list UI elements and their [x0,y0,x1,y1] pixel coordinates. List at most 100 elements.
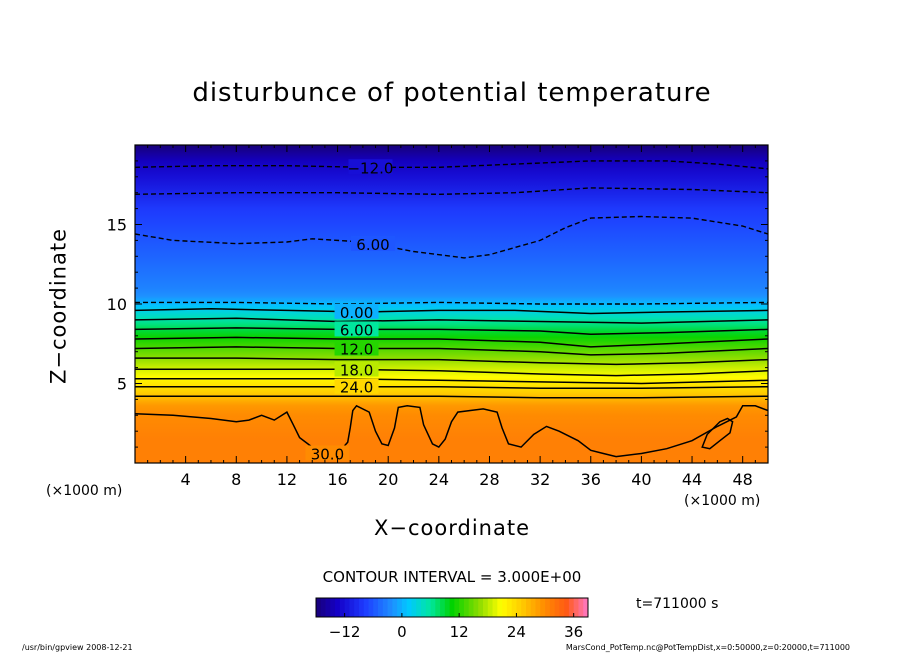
y-tick-label-5: 5 [117,375,127,394]
x-tick-label-44: 44 [682,470,702,489]
colorbar-cell [373,598,379,617]
colorbar-cell [497,598,503,617]
x-tick-label-28: 28 [479,470,499,489]
x-tick-label-24: 24 [429,470,449,489]
colorbar-cell [463,598,470,617]
colorbar-cell [387,598,393,617]
colorbar-frame [315,597,589,618]
colorbar-cell [459,598,465,617]
y-tick-label-15: 15 [107,216,127,235]
colorbar-cell [325,598,331,617]
colorbar-cell [449,598,455,617]
x-tick-label-8: 8 [231,470,241,489]
colorbar: −12 0 12 24 36 [315,597,589,641]
footer-source: MarsCond_PotTemp.nc@PotTempDist,x=0:5000… [565,643,850,652]
colorbar-cell [530,598,536,617]
contour-label-bg-10 [334,361,379,377]
x-tick-label-20: 20 [378,470,398,489]
colorbar-cell [511,598,517,617]
colorbar-cell [406,598,412,617]
x-tick-label-12: 12 [277,470,297,489]
time-label: t=711000 s [636,596,719,612]
contour-label-2: 6.00 [356,236,389,254]
contour-line-14 [135,404,768,458]
colorbar-cell [578,598,584,617]
colorbar-cell [425,598,431,617]
colorbar-cell [564,598,570,617]
colorbar-cell [468,598,474,617]
colorbar-tick-label--12: −12 [329,623,361,641]
contour-line-10 [135,368,768,377]
colorbar-cell [320,598,326,617]
contour-line-5 [135,317,768,324]
x-axis-unit-right: (×1000 m) [684,493,761,509]
contour-line-3 [135,301,768,305]
contour-line-4 [135,308,768,315]
colorbar-cell [358,598,365,617]
contour-label-bg-6 [334,321,379,337]
colorbar-tick-label-36: 36 [564,623,583,641]
colorbar-tick-label-0: 0 [397,623,407,641]
contour-label-14: 30.0 [311,445,344,463]
contour-label-8: 12.0 [340,341,373,359]
colorbar-cell [573,598,579,617]
colorbar-cell [487,598,493,617]
x-tick-label-40: 40 [631,470,651,489]
contour-line-13 [135,395,768,399]
colorbar-cell [454,598,460,617]
contour-line-8 [135,346,768,356]
colorbar-cell [330,598,336,617]
colorbar-cell [392,598,398,617]
field-fill [135,145,768,463]
colorbar-cell [545,598,551,617]
colorbar-cell [416,598,422,617]
x-axis-label: X−coordinate [374,516,530,540]
contour-label-0: −12.0 [347,159,393,177]
colorbar-cell [549,598,555,617]
x-axis-unit-left: (×1000 m) [46,483,123,499]
colorbar-cell [559,598,565,617]
contour-line-7 [135,336,768,348]
colorbar-cell [521,598,527,617]
y-tick-label-10: 10 [107,295,127,314]
contour-label-bg-8 [334,340,379,356]
colorbar-cell [568,598,575,617]
colorbar-cell [397,598,403,617]
color-field [135,145,768,463]
colorbar-cell [335,598,341,617]
contour-line-1 [135,187,768,196]
colorbar-cell [483,598,489,617]
colorbar-cell [540,598,546,617]
colorbar-cell [525,598,532,617]
chart-title: disturbunce of potential temperature [192,78,712,108]
contour-line-0 [135,160,768,170]
contour-label-bg-14 [305,445,350,461]
colorbar-cell [430,598,436,617]
colorbar-cell [363,598,369,617]
colorbar-cell [516,598,522,617]
colorbar-cell [502,598,508,617]
x-tick-label-16: 16 [327,470,347,489]
colorbar-cell [316,598,322,617]
colorbar-cell [378,598,384,617]
x-tick-label-4: 4 [181,470,191,489]
contour-line-6 [135,327,768,335]
colorbar-cell [368,598,374,617]
x-tick-label-36: 36 [581,470,601,489]
colorbar-cell [339,598,346,617]
contour-label-bg-4 [334,303,379,319]
colorbar-cell [401,598,408,617]
colorbar-cell [478,598,484,617]
contour-label-bg-12 [334,378,379,394]
contour-label-12: 24.0 [340,379,373,397]
colorbar-cell [435,598,441,617]
colorbar-cell [535,598,541,617]
colorbar-cell [382,598,388,617]
contour-label-bg-0 [348,159,393,175]
contour-interval-label: CONTOUR INTERVAL = 3.000E+00 [322,568,582,586]
colorbar-tick-label-12: 12 [450,623,469,641]
colorbar-cell [473,598,479,617]
